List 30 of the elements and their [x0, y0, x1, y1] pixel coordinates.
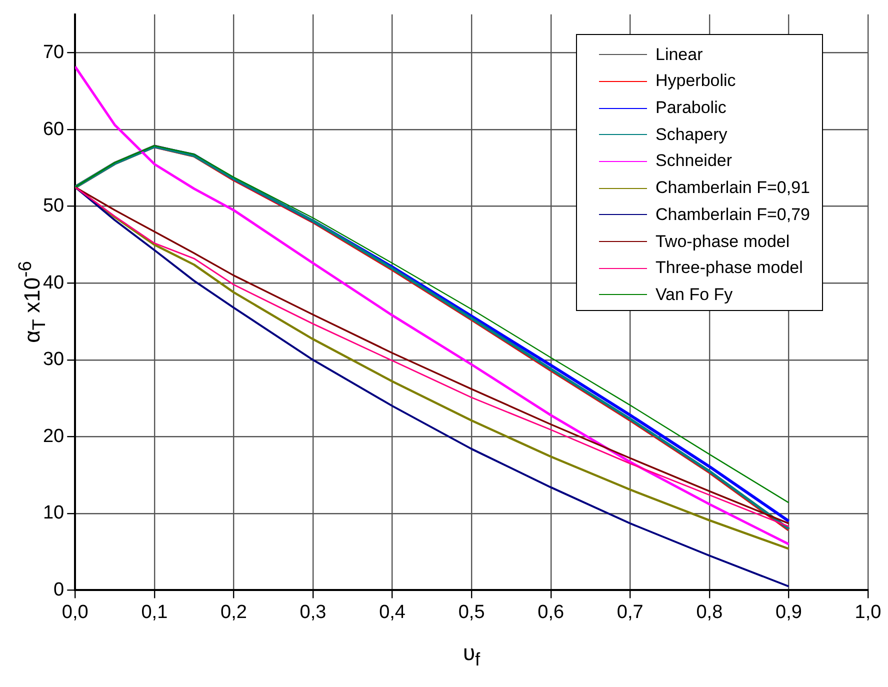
legend-label: Chamberlain F=0,91	[655, 178, 810, 198]
x-tick-label: 0,5	[458, 602, 485, 623]
legend-label: Schapery	[655, 124, 728, 145]
y-tick-label: 0	[54, 579, 64, 600]
legend-label: Hyperbolic	[655, 71, 736, 92]
x-tick-label: 0,9	[776, 602, 802, 623]
x-tick-label: 0,1	[141, 602, 168, 623]
x-axis-title: υ$_{f}$	[463, 640, 480, 670]
x-tick-label: 0,0	[62, 602, 88, 623]
x-tick-label: 0,2	[220, 602, 247, 623]
y-tick-label: 20	[42, 426, 64, 447]
y-tick-label: 30	[42, 349, 64, 370]
legend-label: Schneider	[655, 151, 732, 172]
y-tick-label: 10	[42, 502, 64, 524]
y-tick-label: 40	[42, 272, 64, 294]
x-tick-label: 0,7	[616, 602, 644, 623]
x-tick-label: 0,4	[379, 602, 406, 623]
legend-label: Linear	[655, 44, 703, 65]
x-tick-label: 0,6	[538, 602, 564, 623]
y-tick-label: 50	[42, 196, 64, 217]
legend-label: Two-phase model	[655, 232, 790, 252]
y-tick-label: 60	[42, 118, 64, 140]
legend-label: Three-phase model	[655, 258, 803, 278]
x-tick-label: 1,0	[854, 602, 882, 623]
x-tick-label: 0,3	[300, 602, 326, 623]
legend-label: Parabolic	[655, 98, 726, 118]
legend-label: Chamberlain F=0,79	[655, 204, 810, 225]
y-tick-label: 70	[42, 42, 64, 64]
legend-label: Van Fo Fy	[655, 284, 733, 305]
x-tick-label: 0,8	[696, 602, 723, 623]
